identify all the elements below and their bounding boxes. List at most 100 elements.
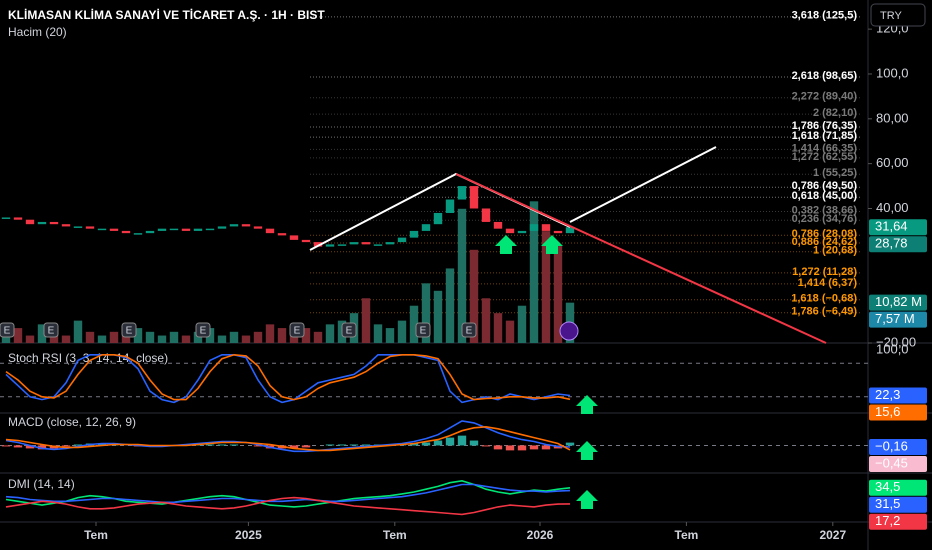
histogram-bar <box>25 445 35 449</box>
candle <box>241 224 251 227</box>
price-badge-label: 15,6 <box>875 404 900 419</box>
candle <box>301 239 311 243</box>
histogram-bar <box>205 444 215 446</box>
histogram-bar <box>409 443 419 446</box>
arrow <box>495 235 517 254</box>
histogram-bar <box>73 444 83 446</box>
candle <box>121 230 131 234</box>
price-badge-label: −0,16 <box>875 438 908 453</box>
volume-bar <box>181 335 191 343</box>
volume-bar <box>13 328 23 343</box>
price-badge <box>869 294 927 311</box>
price-badge <box>869 236 927 253</box>
volume-bar <box>265 324 275 343</box>
histogram-bar <box>349 444 359 446</box>
candle <box>13 217 23 220</box>
candle <box>205 228 215 231</box>
price-badge-label: 31,64 <box>875 219 908 234</box>
arrow <box>576 441 598 460</box>
svg-text:E: E <box>48 326 55 337</box>
candle <box>445 199 455 213</box>
price-badge <box>869 479 927 496</box>
histogram-bar <box>337 444 347 446</box>
price-badge <box>869 439 927 456</box>
arrows <box>495 235 598 509</box>
fib-label: 1,272 (11,28) <box>792 266 857 278</box>
volume-bar <box>397 320 407 343</box>
indicator-line <box>5 353 571 401</box>
price-badge-label: 7,57 M <box>875 311 915 326</box>
histogram-bar <box>37 445 47 450</box>
trend-line <box>569 146 717 223</box>
candle <box>529 224 539 231</box>
volume-bar <box>85 331 95 343</box>
y-tick-label: 40,00 <box>876 200 909 215</box>
histogram-bar <box>421 442 431 446</box>
button-frame[interactable] <box>870 3 926 27</box>
fib-label: 1 (20,68) <box>813 245 857 257</box>
candle <box>265 228 275 234</box>
svg-text:E: E <box>346 326 353 337</box>
histogram-bar <box>445 437 455 446</box>
volume-bar <box>301 328 311 343</box>
resistance-line <box>455 173 827 344</box>
fib-label: 0,236 (34,76) <box>792 213 858 225</box>
earnings-markers: E E E E E E E E <box>0 321 579 341</box>
candle <box>325 244 335 247</box>
histogram-bar <box>505 445 515 451</box>
price-badge <box>869 513 927 530</box>
histogram-bar <box>289 445 299 449</box>
volume-bar <box>457 208 467 343</box>
fib-label: 2 (82,10) <box>813 107 857 119</box>
volume-bar <box>157 335 167 343</box>
svg-text:E: E <box>200 326 207 337</box>
volume-bar <box>145 331 155 343</box>
fib-label: 1 (55,25) <box>813 167 857 179</box>
price-badge <box>869 219 927 236</box>
fib-label: 0,886 (24,62) <box>792 236 858 248</box>
fib-label: 0,618 (45,00) <box>792 190 858 202</box>
candle <box>289 235 299 240</box>
y-tick-label: 80,00 <box>876 110 909 125</box>
histogram-bar <box>469 440 479 446</box>
volume-bar <box>133 328 143 343</box>
indicator-line <box>5 496 571 516</box>
x-tick-label: Tem <box>675 528 699 542</box>
volume-bar <box>61 335 71 343</box>
candle <box>181 228 191 231</box>
volume-bar <box>313 331 323 343</box>
x-tick-label: 2026 <box>527 528 554 542</box>
arrow <box>576 490 598 509</box>
candle <box>409 230 419 238</box>
volume-bar <box>445 268 455 343</box>
candle <box>193 228 203 231</box>
candle <box>49 221 59 225</box>
candle <box>61 224 71 227</box>
histogram-bar <box>61 445 71 447</box>
volume-bar <box>469 249 479 343</box>
currency[interactable]: TRY <box>880 10 902 22</box>
candle <box>217 226 227 229</box>
x-tick-label: 2027 <box>819 528 846 542</box>
price-badge-label: −0,45 <box>875 455 908 470</box>
currency-button[interactable]: TRY <box>870 3 926 27</box>
volume-bar <box>229 331 239 343</box>
fib-label: 1,786 (−6,49) <box>791 306 857 318</box>
candle <box>541 224 551 231</box>
candle <box>229 224 239 227</box>
y-tick-label: 60,00 <box>876 155 909 170</box>
volume-bar <box>409 305 419 343</box>
candle <box>433 212 443 225</box>
fib-label: 1,414 (66,35) <box>792 142 858 154</box>
volume-bar <box>109 331 119 343</box>
fib-label: 3,618 (125,5) <box>792 10 858 22</box>
arrow <box>541 235 563 254</box>
panel-title: DMI (14, 14) <box>8 477 75 491</box>
candle <box>145 230 155 234</box>
indicator-line <box>5 483 571 504</box>
candle <box>457 186 467 200</box>
fib-label: 1,618 (−0,68) <box>791 293 857 305</box>
svg-text:E: E <box>294 326 301 337</box>
candle <box>85 226 95 229</box>
histogram-bar <box>481 445 491 447</box>
